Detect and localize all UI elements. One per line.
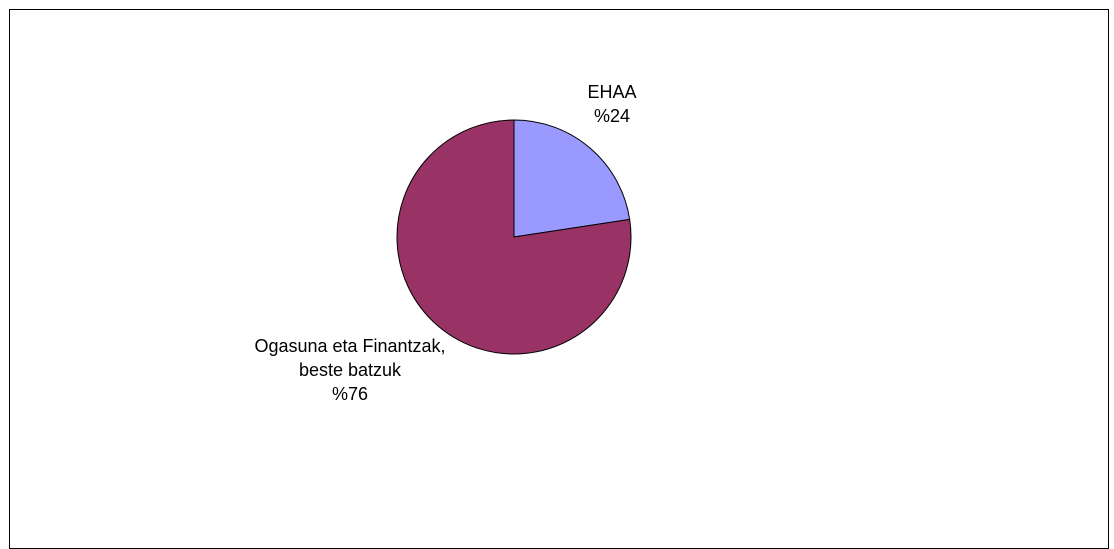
- slice-label-ogasuna-percent: %76: [331, 384, 369, 404]
- slice-label-ogasuna-name: Ogasuna eta Finantzak, beste batzuk: [254, 336, 446, 380]
- pie-chart: [396, 119, 632, 355]
- slice-label-ehaa-name: EHAA: [587, 82, 637, 102]
- pie-slice-ogasuna: [396, 119, 632, 355]
- pie-slice-ehaa: [513, 119, 631, 238]
- slice-label-ogasuna: Ogasuna eta Finantzak, beste batzuk %76: [250, 334, 450, 406]
- slice-label-ehaa: EHAA %24: [562, 80, 662, 128]
- slice-label-ehaa-percent: %24: [593, 106, 631, 126]
